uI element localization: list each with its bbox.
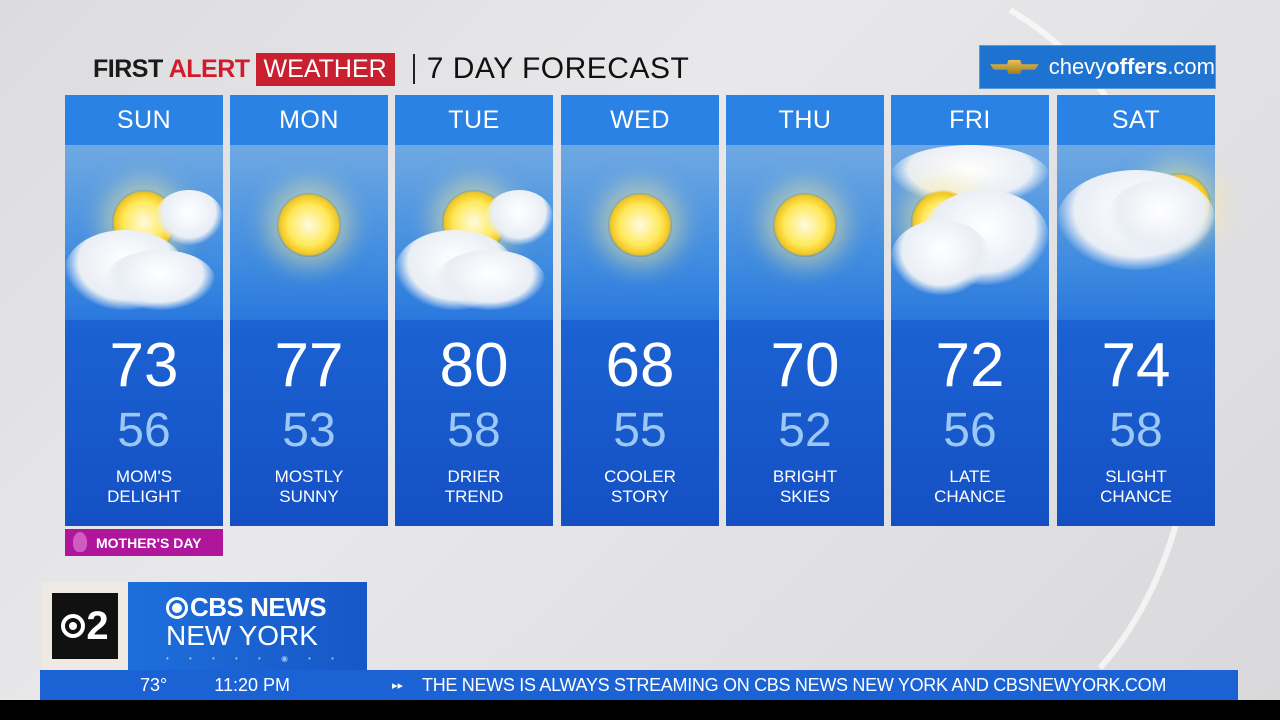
page-title: FIRST ALERT WEATHER 7 DAY FORECAST bbox=[93, 52, 689, 86]
forecast-description: SLIGHT CHANCE bbox=[1057, 467, 1215, 507]
flower-icon bbox=[73, 532, 87, 552]
day-column-sat: SAT 74 58 SLIGHT CHANCE bbox=[1057, 95, 1215, 526]
sun-icon bbox=[773, 193, 837, 257]
ticker-temperature: 73° bbox=[140, 674, 168, 695]
desc-line1: BRIGHT bbox=[772, 467, 838, 486]
desc-line2: CHANCE bbox=[1100, 487, 1172, 506]
ticker-message: THE NEWS IS ALWAYS STREAMING ON CBS NEWS… bbox=[422, 674, 1167, 695]
day-column-tue: TUE 80 58 DRIER TREND bbox=[395, 95, 553, 526]
weather-sunny-icon bbox=[726, 145, 884, 320]
sponsor-text-bold: offers bbox=[1106, 54, 1168, 79]
badge-text: MOTHER'S DAY bbox=[96, 534, 202, 551]
day-column-fri: FRI 72 56 LATE CHANCE bbox=[891, 95, 1049, 526]
desc-line2: CHANCE bbox=[934, 487, 1006, 506]
desc-line1: MOM'S bbox=[115, 467, 173, 486]
cloud-icon bbox=[105, 250, 215, 310]
news-ticker: 73° 11:20 PM ▸▸ THE NEWS IS ALWAYS STREA… bbox=[40, 670, 1238, 700]
low-temp: 55 bbox=[613, 404, 667, 457]
high-temp: 72 bbox=[935, 331, 1005, 400]
low-temp: 56 bbox=[117, 404, 171, 457]
high-temp: 74 bbox=[1101, 331, 1171, 400]
weather-mostly-cloudy-icon bbox=[891, 145, 1049, 320]
cloud-icon bbox=[155, 190, 223, 245]
mothers-day-badge: MOTHER'S DAY bbox=[65, 529, 223, 556]
day-name: SAT bbox=[1057, 95, 1215, 145]
cloud-icon bbox=[435, 250, 545, 310]
high-temp: 80 bbox=[439, 331, 509, 400]
desc-line1: COOLER bbox=[604, 467, 676, 486]
day-name: SUN bbox=[65, 95, 223, 145]
title-divider bbox=[412, 54, 415, 84]
forecast-title: 7 DAY FORECAST bbox=[426, 52, 690, 85]
desc-line2: DELIGHT bbox=[107, 487, 181, 506]
ticker-time: 11:20 PM bbox=[214, 674, 290, 695]
forecast-description: COOLER STORY bbox=[561, 467, 719, 507]
high-temp: 70 bbox=[770, 331, 840, 400]
forecast-description: DRIER TREND bbox=[395, 467, 553, 507]
sun-icon bbox=[277, 193, 341, 257]
low-temp: 58 bbox=[447, 404, 501, 457]
cloud-icon bbox=[1107, 180, 1215, 255]
station-line1: CBS NEWS bbox=[190, 592, 327, 622]
sun-icon bbox=[608, 193, 672, 257]
cbs-eye-icon bbox=[166, 596, 188, 619]
weather-partly-sunny-icon bbox=[395, 145, 553, 320]
weather-sunny-icon bbox=[230, 145, 388, 320]
desc-line2: STORY bbox=[611, 487, 669, 506]
low-temp: 56 bbox=[943, 404, 997, 457]
progress-dots: • • • • • ◉ • • bbox=[166, 654, 334, 663]
sponsor-text-light: chevy bbox=[1048, 54, 1107, 79]
desc-line2: TREND bbox=[444, 487, 504, 506]
day-column-thu: THU 70 52 BRIGHT SKIES bbox=[726, 95, 884, 526]
high-temp: 73 bbox=[109, 331, 179, 400]
brand-first: FIRST bbox=[93, 54, 163, 83]
day-name: MON bbox=[230, 95, 388, 145]
weather-cloudy-showers-icon bbox=[1057, 145, 1215, 320]
day-column-mon: MON 77 53 MOSTLY SUNNY bbox=[230, 95, 388, 526]
chevrolet-bowtie-icon bbox=[990, 60, 1039, 74]
day-name: WED bbox=[561, 95, 719, 145]
day-column-sun: SUN 73 56 MOM'S DELIGHT bbox=[65, 95, 223, 526]
cbs-eye-icon bbox=[61, 614, 86, 638]
brand-alert: ALERT bbox=[168, 54, 250, 83]
sponsor-banner: chevy offers .com bbox=[979, 45, 1216, 89]
forecast-description: MOSTLY SUNNY bbox=[230, 467, 388, 507]
station-branding: CBS NEWS NEW YORK • • • • • ◉ • • bbox=[128, 582, 367, 670]
sponsor-text-tail: .com bbox=[1167, 54, 1215, 79]
desc-line1: SLIGHT bbox=[1105, 467, 1167, 486]
station-line2: NEW YORK bbox=[166, 620, 318, 651]
day-column-wed: WED 68 55 COOLER STORY bbox=[561, 95, 719, 526]
forecast-description: LATE CHANCE bbox=[891, 467, 1049, 507]
weather-partly-sunny-icon bbox=[65, 145, 223, 320]
cloud-icon bbox=[891, 220, 991, 295]
desc-line1: MOSTLY bbox=[274, 467, 344, 486]
low-temp: 53 bbox=[282, 404, 336, 457]
cbs2-logo: 2 bbox=[42, 582, 128, 670]
day-name: TUE bbox=[395, 95, 553, 145]
day-name: FRI bbox=[891, 95, 1049, 145]
high-temp: 68 bbox=[605, 331, 675, 400]
weather-sunny-icon bbox=[561, 145, 719, 320]
ticker-arrow-icon: ▸▸ bbox=[392, 679, 404, 692]
low-temp: 58 bbox=[1109, 404, 1163, 457]
forecast-description: BRIGHT SKIES bbox=[726, 467, 884, 507]
desc-line2: SKIES bbox=[779, 487, 831, 506]
desc-line1: DRIER bbox=[447, 467, 501, 486]
desc-line1: LATE bbox=[949, 467, 991, 486]
desc-line2: SUNNY bbox=[279, 487, 339, 506]
forecast-description: MOM'S DELIGHT bbox=[65, 467, 223, 507]
low-temp: 52 bbox=[778, 404, 832, 457]
high-temp: 77 bbox=[274, 331, 344, 400]
cloud-icon bbox=[485, 190, 553, 245]
channel-number: 2 bbox=[86, 603, 109, 648]
day-name: THU bbox=[726, 95, 884, 145]
brand-weather: WEATHER bbox=[255, 52, 395, 86]
